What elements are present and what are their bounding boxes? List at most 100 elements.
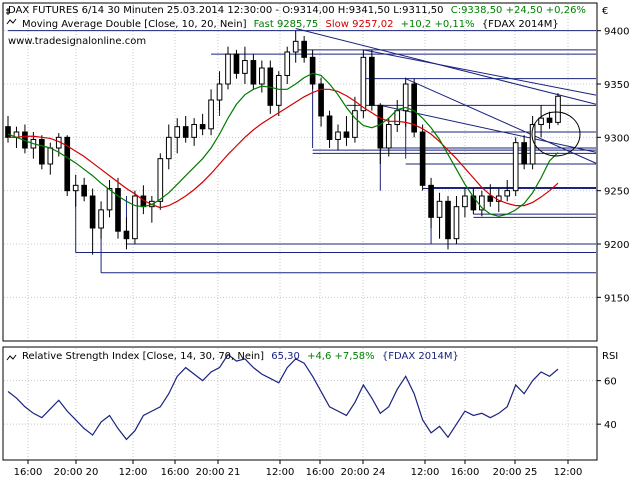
- candle-down: [39, 138, 45, 165]
- candle-down: [521, 142, 527, 165]
- candle-down: [89, 195, 96, 229]
- candle-down: [487, 195, 494, 202]
- candle-down: [123, 230, 130, 240]
- candle-up: [360, 56, 367, 112]
- candle-down: [411, 83, 417, 133]
- rsi-change: +4,6 +7,58%: [307, 351, 375, 362]
- candle-up: [47, 147, 54, 165]
- slow-ma-value: Slow 9257,02: [325, 19, 393, 30]
- time-tick-label: 16:00: [161, 467, 190, 478]
- candle-up: [72, 184, 79, 192]
- candle-up: [453, 206, 460, 240]
- price-tick-label: 9150: [604, 293, 629, 304]
- candle-up: [174, 126, 181, 138]
- trend-line: [363, 49, 597, 96]
- candle-down: [470, 195, 477, 211]
- rsi-axis: 40 60: [597, 377, 617, 431]
- candle-down: [546, 117, 553, 123]
- candle-up: [225, 53, 231, 85]
- candle-down: [250, 60, 257, 85]
- candle-up: [402, 83, 409, 112]
- candle-down: [377, 104, 384, 149]
- price-tick-label: 9350: [604, 80, 629, 91]
- time-tick-label: 16:00: [306, 467, 335, 478]
- candle-up: [242, 60, 248, 74]
- candle-up: [132, 195, 138, 240]
- time-tick-label: 20:00 24: [341, 467, 386, 478]
- candle-down: [301, 40, 307, 58]
- candle-up: [394, 110, 401, 126]
- candle-up: [512, 142, 519, 192]
- price-tick-label: 9300: [604, 133, 629, 144]
- chart-header-line2: Moving Average Double [Close, 10, 20, Ne…: [22, 19, 559, 30]
- trend-lines: [8, 28, 597, 274]
- candle-down: [369, 56, 375, 106]
- candle-up: [538, 117, 544, 126]
- candle-down: [182, 126, 189, 138]
- candles: [5, 30, 561, 255]
- candle-down: [419, 131, 426, 186]
- price-tick-label: 9400: [604, 27, 629, 38]
- candle-up: [479, 195, 485, 211]
- candle-up: [555, 95, 561, 123]
- rsi-tick-label: 40: [604, 420, 617, 431]
- candle-down: [428, 184, 434, 218]
- candle-up: [98, 209, 104, 229]
- time-tick-label: 12:00: [554, 467, 583, 478]
- candle-up: [157, 158, 164, 202]
- price-panel-frame: [2, 2, 598, 342]
- trend-line: [405, 78, 597, 164]
- close-change: C:9338,50 +24,50 +0,26%: [451, 5, 586, 16]
- rsi-line: [7, 353, 559, 441]
- candle-up: [165, 136, 172, 160]
- candle-up: [191, 124, 197, 138]
- candle-up: [462, 195, 468, 208]
- candle-up: [504, 190, 511, 197]
- time-tick-label: 12:00: [119, 467, 148, 478]
- rsi-indicator-name: Relative Strength Index [Close, 14, 30, …: [22, 351, 264, 362]
- chart-header-line1: DAX FUTURES 6/14 30 Minuten 25.03.2014 1…: [8, 5, 586, 16]
- candle-down: [309, 56, 316, 85]
- candle-down: [445, 200, 451, 240]
- rsi-symbol: {FDAX 2014M}: [382, 351, 459, 362]
- time-tick-label: 20:00 25: [493, 467, 538, 478]
- rsi-panel-frame: [2, 346, 598, 461]
- candle-up: [216, 83, 223, 101]
- candle-up: [335, 131, 341, 140]
- candle-up: [436, 200, 443, 218]
- fast-ma-line: [7, 72, 559, 217]
- symbol-ohlc: DAX FUTURES 6/14 30 Minuten 25.03.2014 1…: [8, 5, 444, 16]
- price-tick-label: 9250: [604, 187, 629, 198]
- highlight-circle: [531, 111, 581, 157]
- rsi-tick-label: 60: [604, 377, 617, 388]
- candle-up: [275, 74, 282, 106]
- slow-ma-line: [8, 88, 559, 209]
- candle-up: [284, 51, 291, 76]
- ma-change: +10,2 +0,11%: [401, 19, 475, 30]
- candle-down: [343, 131, 350, 138]
- rsi-indicator-icon: [6, 354, 17, 361]
- candle-up: [106, 188, 113, 211]
- time-tick-label: 20:00 21: [196, 467, 241, 478]
- indicator-icon: [6, 18, 17, 25]
- rsi-axis-title: RSI: [602, 351, 618, 362]
- candle-up: [385, 124, 392, 149]
- candle-up: [259, 67, 265, 85]
- rsi-header: Relative Strength Index [Close, 14, 30, …: [22, 351, 459, 362]
- time-tick-label: 16:00: [451, 467, 480, 478]
- candle-icon: [6, 8, 10, 15]
- time-axis: 16:00 20:00 20 12:00 16:00 20:00 21 12:00 16:0…: [14, 460, 583, 478]
- candle-down: [233, 53, 240, 74]
- fast-ma-value: Fast 9285,75: [254, 19, 319, 30]
- time-tick-label: 12:00: [411, 467, 440, 478]
- candle-down: [5, 126, 11, 138]
- ma-indicator-name: Moving Average Double [Close, 10, 20, Ne…: [22, 19, 247, 30]
- candle-down: [64, 136, 71, 192]
- candle-down: [115, 188, 121, 232]
- candle-down: [326, 115, 333, 140]
- time-tick-label: 16:00: [14, 467, 43, 478]
- currency-label: €: [602, 6, 608, 17]
- candle-up: [208, 99, 214, 130]
- price-tick-label: 9200: [604, 240, 629, 251]
